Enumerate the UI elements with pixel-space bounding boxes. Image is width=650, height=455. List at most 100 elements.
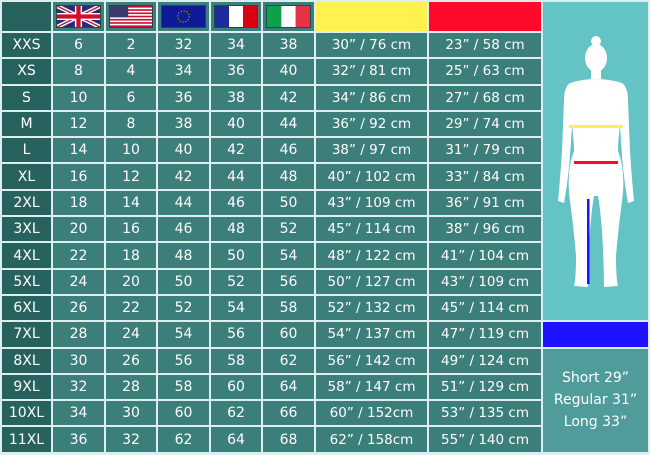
us-size: 20: [106, 269, 156, 294]
us-size: 10: [106, 138, 156, 163]
eu-size: 40: [158, 138, 209, 163]
eu-size: 32: [158, 33, 209, 58]
us-size: 28: [106, 374, 156, 400]
france-flag-icon: [211, 2, 261, 31]
waist-measure: 33” / 84 cm: [429, 164, 541, 189]
fr-size: 48: [211, 217, 261, 242]
waist-measure: 36” / 91 cm: [429, 190, 541, 216]
fr-size: 62: [211, 401, 261, 426]
uk-size: 20: [53, 217, 104, 242]
us-size: 26: [106, 348, 156, 373]
us-size: 24: [106, 322, 156, 347]
size-label: 7XL: [2, 322, 51, 347]
it-size: 56: [263, 269, 314, 294]
uk-size: 14: [53, 138, 104, 163]
us-size: 8: [106, 111, 156, 137]
fr-size: 64: [211, 427, 261, 452]
fr-size: 42: [211, 138, 261, 163]
it-size: 42: [263, 85, 314, 110]
it-size: 48: [263, 164, 314, 189]
it-size: 46: [263, 138, 314, 163]
eu-size: 46: [158, 217, 209, 242]
waist-measure: 38” / 96 cm: [429, 217, 541, 242]
eu-size: 44: [158, 190, 209, 216]
waist-measure: 55” / 140 cm: [429, 427, 541, 452]
fr-size: 40: [211, 111, 261, 137]
bust-measure: 50” / 127 cm: [316, 269, 427, 294]
waist-color-header: [429, 2, 541, 31]
size-label: 5XL: [2, 269, 51, 294]
inseam-color-bar: [543, 322, 648, 347]
it-size: 52: [263, 217, 314, 242]
it-size: 60: [263, 322, 314, 347]
bust-measure: 34” / 86 cm: [316, 85, 427, 110]
size-label: 3XL: [2, 217, 51, 242]
bust-measure: 52” / 132 cm: [316, 295, 427, 321]
waist-measure: 45” / 114 cm: [429, 295, 541, 321]
uk-size: 12: [53, 111, 104, 137]
bust-measure: 54” / 137 cm: [316, 322, 427, 347]
bust-measure: 43” / 109 cm: [316, 190, 427, 216]
size-label: 4XL: [2, 243, 51, 268]
bust-measure: 48” / 122 cm: [316, 243, 427, 268]
size-label: XS: [2, 59, 51, 84]
fr-size: 36: [211, 59, 261, 84]
uk-size: 18: [53, 190, 104, 216]
it-size: 54: [263, 243, 314, 268]
bust-measure: 32” / 81 cm: [316, 59, 427, 84]
eu-size: 52: [158, 295, 209, 321]
waist-measure: 31” / 79 cm: [429, 138, 541, 163]
bust-measure: 36” / 92 cm: [316, 111, 427, 137]
it-size: 58: [263, 295, 314, 321]
fr-size: 44: [211, 164, 261, 189]
size-label: M: [2, 111, 51, 137]
bust-measure: 45” / 114 cm: [316, 217, 427, 242]
uk-flag-icon: [53, 2, 104, 31]
bust-measure: 58” / 147 cm: [316, 374, 427, 400]
eu-size: 62: [158, 427, 209, 452]
waist-measure: 49” / 124 cm: [429, 348, 541, 373]
fr-size: 54: [211, 295, 261, 321]
fr-size: 50: [211, 243, 261, 268]
waist-measure: 53” / 135 cm: [429, 401, 541, 426]
bust-measure: 60” / 152cm: [316, 401, 427, 426]
it-size: 44: [263, 111, 314, 137]
it-size: 40: [263, 59, 314, 84]
us-size: 18: [106, 243, 156, 268]
fr-size: 58: [211, 348, 261, 373]
us-size: 2: [106, 33, 156, 58]
eu-size: 54: [158, 322, 209, 347]
fr-size: 52: [211, 269, 261, 294]
uk-size: 36: [53, 427, 104, 452]
size-label: 11XL: [2, 427, 51, 452]
uk-size: 26: [53, 295, 104, 321]
us-size: 22: [106, 295, 156, 321]
it-size: 64: [263, 374, 314, 400]
size-label: 10XL: [2, 401, 51, 426]
us-size: 30: [106, 401, 156, 426]
bust-measure: 40” / 102 cm: [316, 164, 427, 189]
italy-flag-icon: [263, 2, 314, 31]
waist-measure: 25” / 63 cm: [429, 59, 541, 84]
it-size: 66: [263, 401, 314, 426]
eu-flag-icon: [158, 2, 209, 31]
us-size: 12: [106, 164, 156, 189]
waist-measure: 47” / 119 cm: [429, 322, 541, 347]
eu-size: 60: [158, 401, 209, 426]
uk-size: 8: [53, 59, 104, 84]
waist-measure: 43” / 109 cm: [429, 269, 541, 294]
uk-size: 16: [53, 164, 104, 189]
fr-size: 38: [211, 85, 261, 110]
length-regular: Regular 31”: [553, 392, 638, 409]
length-long: Long 33”: [563, 414, 628, 431]
waist-measure: 27” / 68 cm: [429, 85, 541, 110]
waist-measure: 29” / 74 cm: [429, 111, 541, 137]
size-label: 9XL: [2, 374, 51, 400]
eu-size: 34: [158, 59, 209, 84]
waist-measure: 51” / 129 cm: [429, 374, 541, 400]
us-size: 4: [106, 59, 156, 84]
eu-size: 38: [158, 111, 209, 137]
eu-size: 56: [158, 348, 209, 373]
eu-size: 42: [158, 164, 209, 189]
size-label: 2XL: [2, 190, 51, 216]
